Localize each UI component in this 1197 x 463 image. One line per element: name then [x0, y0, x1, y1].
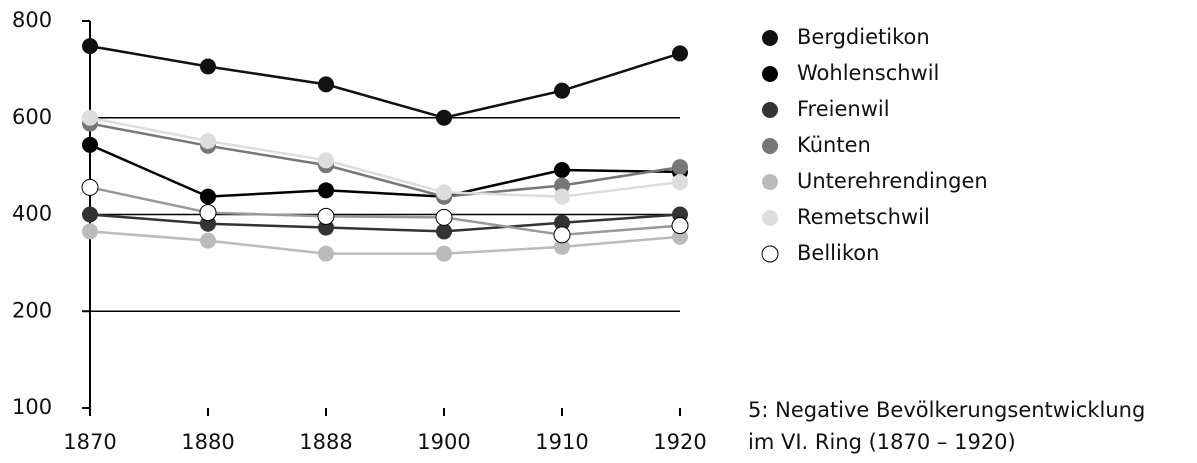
data-point: [81, 178, 99, 196]
legend-marker: [762, 174, 778, 190]
data-point: [436, 223, 452, 240]
data-point: [199, 204, 217, 222]
data-point: [554, 161, 570, 178]
y-tick-label: 100: [12, 395, 52, 419]
legend-marker: [761, 245, 779, 263]
x-tick-label: 1910: [535, 430, 588, 454]
data-point: [82, 38, 98, 55]
data-point: [436, 109, 452, 126]
legend-label: Bergdietikon: [797, 25, 930, 49]
y-tick-label: 200: [12, 298, 52, 322]
x-tick-label: 1888: [299, 430, 352, 454]
data-point: [553, 226, 571, 244]
y-tick-label: 600: [12, 105, 52, 129]
x-tick-label: 1880: [181, 430, 234, 454]
legend-label: Remetschwil: [797, 205, 930, 229]
data-point: [82, 206, 98, 223]
data-point: [318, 76, 334, 93]
data-point: [554, 188, 570, 205]
legend-marker: [762, 210, 778, 226]
data-point: [435, 208, 453, 226]
data-point: [317, 207, 335, 225]
legend-label: Bellikon: [797, 241, 879, 265]
y-tick-label: 800: [12, 8, 52, 32]
data-point: [82, 136, 98, 153]
legend-marker: [762, 138, 778, 154]
data-point: [200, 232, 216, 249]
data-point: [200, 188, 216, 205]
data-point: [671, 217, 689, 235]
data-point: [82, 109, 98, 126]
x-tick-label: 1920: [653, 430, 706, 454]
series-line: [89, 44, 681, 120]
legend-label: Künten: [797, 133, 871, 157]
series-line: [89, 213, 681, 233]
data-point: [672, 159, 688, 176]
series-line: [89, 122, 681, 198]
series-line: [89, 230, 681, 255]
legend-label: Freienwil: [797, 97, 890, 121]
series-line: [89, 143, 681, 198]
data-point: [672, 174, 688, 191]
x-tick-label: 1870: [63, 430, 116, 454]
data-point: [554, 82, 570, 99]
data-point: [318, 182, 334, 199]
legend-label: Unterehrendingen: [797, 169, 988, 193]
legend-marker: [762, 30, 778, 46]
caption: im VI. Ring (1870 – 1920): [748, 430, 1016, 454]
data-point: [554, 238, 570, 255]
caption: 5: Negative Bevölkerungsentwicklung: [748, 398, 1145, 422]
data-point: [318, 245, 334, 262]
data-point: [200, 58, 216, 75]
data-point: [82, 223, 98, 240]
legend-marker: [762, 66, 778, 82]
data-point: [318, 152, 334, 169]
series-line: [89, 186, 681, 237]
y-tick-label: 400: [12, 202, 52, 226]
series-line: [89, 116, 681, 198]
legend-marker: [762, 102, 778, 118]
data-point: [672, 45, 688, 62]
x-tick-label: 1900: [417, 430, 470, 454]
data-point: [554, 177, 570, 194]
data-point: [554, 214, 570, 231]
data-point: [436, 245, 452, 262]
data-point: [436, 184, 452, 201]
data-point: [200, 132, 216, 149]
legend-label: Wohlenschwil: [797, 61, 939, 85]
